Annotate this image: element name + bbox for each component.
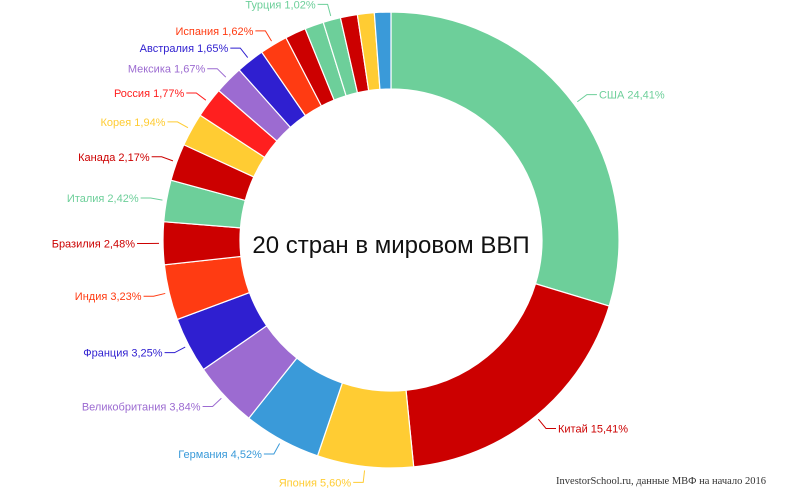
slices-layer bbox=[162, 11, 620, 469]
chart-title: 20 стран в мировом ВВП bbox=[252, 232, 529, 259]
data-label-Турция: Турция 1,02% bbox=[245, 0, 315, 11]
data-label-Франция: Франция 3,25% bbox=[83, 348, 163, 360]
data-label-Китай: Китай 15,41% bbox=[558, 423, 628, 435]
slice-США bbox=[390, 11, 620, 307]
leader-line-Великобритания bbox=[202, 397, 222, 407]
leader-line-Канада bbox=[151, 156, 174, 162]
leader-line-Корея bbox=[167, 121, 189, 129]
data-label-США: США 24,41% bbox=[599, 90, 665, 102]
leader-line-Мексика bbox=[207, 68, 227, 78]
leader-line-Индия bbox=[143, 292, 166, 297]
leader-line-Испания bbox=[255, 30, 272, 42]
data-label-Мексика: Мексика 1,67% bbox=[128, 64, 206, 76]
leader-line-Австралия bbox=[230, 47, 249, 58]
slice-Китай bbox=[405, 282, 610, 468]
source-note: InvestorSchool.ru, данные МВФ на начало … bbox=[556, 476, 766, 487]
data-label-Великобритания: Великобритания 3,84% bbox=[82, 401, 201, 413]
slice-unnamed-20 bbox=[373, 11, 392, 91]
data-label-Канада: Канада 2,17% bbox=[78, 152, 150, 164]
leader-line-Германия bbox=[263, 443, 281, 455]
data-label-Австралия: Австралия 1,65% bbox=[140, 43, 229, 55]
data-label-Германия: Германия 4,52% bbox=[178, 449, 262, 461]
data-label-Испания: Испания 1,62% bbox=[175, 26, 253, 38]
leader-line-Турция bbox=[317, 3, 332, 17]
data-label-Корея: Корея 1,94% bbox=[101, 117, 166, 129]
data-label-Россия: Россия 1,77% bbox=[114, 88, 185, 100]
data-label-Япония: Япония 5,60% bbox=[279, 477, 352, 489]
leader-line-Япония bbox=[353, 470, 366, 483]
leader-line-Китай bbox=[537, 418, 556, 429]
leader-line-Россия bbox=[186, 92, 207, 101]
leader-line-США bbox=[577, 94, 597, 103]
leader-line-Италия bbox=[140, 197, 163, 201]
data-label-Италия: Италия 2,42% bbox=[67, 193, 139, 205]
labels-layer: США 24,41% Китай 15,41% Япония 5,60% Герман… bbox=[52, 0, 665, 489]
data-label-Индия: Индия 3,23% bbox=[75, 291, 142, 303]
leader-line-Франция bbox=[164, 346, 186, 354]
data-label-Бразилия: Бразилия 2,48% bbox=[52, 238, 136, 250]
